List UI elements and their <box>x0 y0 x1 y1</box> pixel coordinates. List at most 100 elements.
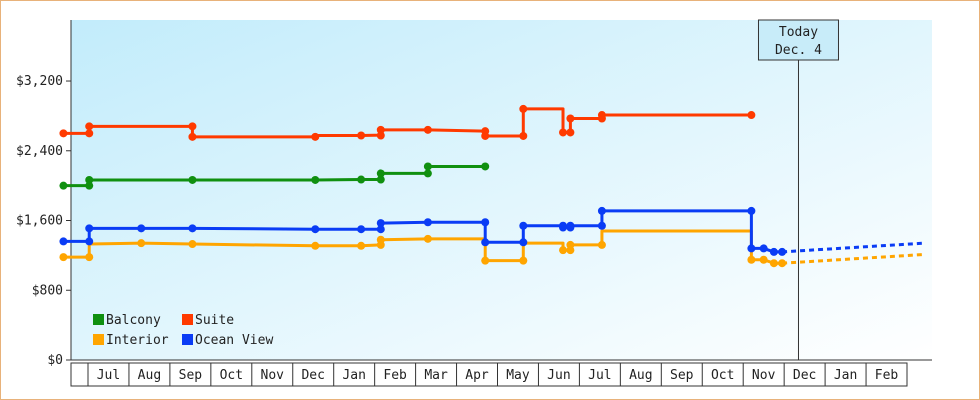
data-point-balcony <box>59 181 68 190</box>
data-point-ocean-view <box>747 206 756 215</box>
data-point-suite <box>376 125 385 134</box>
data-point-interior <box>759 255 768 264</box>
data-point-ocean-view <box>747 244 756 253</box>
data-point-interior <box>137 239 146 248</box>
series-layer <box>59 104 924 268</box>
data-point-suite <box>376 131 385 140</box>
legend-label-suite: Suite <box>195 313 234 328</box>
data-point-interior <box>519 256 528 265</box>
x-tick-label: Mar <box>424 368 448 383</box>
data-point-ocean-view <box>566 221 575 230</box>
data-point-ocean-view <box>188 224 197 233</box>
data-point-balcony <box>85 181 94 190</box>
data-point-suite <box>597 111 606 120</box>
data-point-balcony <box>376 175 385 184</box>
data-point-balcony <box>423 162 432 171</box>
data-point-ocean-view <box>559 223 568 232</box>
x-tick-label: Aug <box>138 368 161 383</box>
y-tick-label: $3,200 <box>16 74 63 89</box>
legend-swatch-balcony <box>93 314 104 325</box>
data-point-balcony <box>311 175 320 184</box>
x-tick-label: Jul <box>97 368 120 383</box>
legend-label-interior: Interior <box>106 333 169 348</box>
data-point-balcony <box>423 169 432 178</box>
x-tick-label: Sep <box>670 368 694 383</box>
data-point-balcony <box>188 175 197 184</box>
data-point-suite <box>566 128 575 137</box>
data-point-ocean-view <box>423 218 432 227</box>
data-point-interior <box>778 259 787 268</box>
data-point-ocean-view <box>376 219 385 228</box>
data-point-ocean-view <box>137 224 146 233</box>
x-tick-label: May <box>506 368 530 383</box>
x-tick-label: Jul <box>588 368 611 383</box>
x-tick-label: Jun <box>547 368 570 383</box>
data-point-ocean-view <box>519 221 528 230</box>
x-axis: Jul Aug Sep Oct Nov Dec Jan Feb Mar Apr May Jun Jul A… <box>70 359 932 387</box>
data-point-interior <box>85 253 94 262</box>
legend: Balcony Suite Interior Ocean View <box>93 313 273 348</box>
today-label: Today <box>779 25 818 40</box>
data-point-interior <box>597 240 606 249</box>
data-point-interior <box>376 235 385 244</box>
data-point-ocean-view <box>59 237 68 246</box>
y-tick-label: $1,600 <box>16 214 63 229</box>
data-point-ocean-view <box>85 237 94 246</box>
x-tick-label: Jan <box>834 368 857 383</box>
today-marker: Today Dec. 4 <box>757 19 839 360</box>
x-tick-label: Feb <box>383 368 407 383</box>
series-line-suite <box>63 107 752 139</box>
data-point-ocean-view <box>85 224 94 233</box>
data-point-ocean-view <box>769 247 778 256</box>
forecast-line-interior <box>782 253 924 265</box>
data-point-interior <box>423 234 432 243</box>
y-axis: $0 $800 $1,600 $2,400 $3,200 <box>16 20 72 368</box>
data-point-interior <box>357 241 366 250</box>
x-tick-label: Jan <box>342 368 365 383</box>
data-point-interior <box>481 256 490 265</box>
x-tick-label: Oct <box>711 368 734 383</box>
data-point-interior <box>59 253 68 262</box>
data-point-suite <box>188 122 197 131</box>
x-tick-label: Nov <box>752 368 776 383</box>
x-tick-label: Oct <box>220 368 243 383</box>
data-point-interior <box>188 240 197 249</box>
data-point-suite <box>481 131 490 140</box>
data-point-balcony <box>85 175 94 184</box>
data-point-ocean-view <box>376 225 385 234</box>
x-tick-label: Aug <box>629 368 652 383</box>
data-point-suite <box>747 111 756 120</box>
data-point-suite <box>59 129 68 138</box>
data-point-suite <box>85 122 94 131</box>
x-tick-label: Nov <box>261 368 285 383</box>
data-point-interior <box>747 255 756 264</box>
x-tick-label: Apr <box>465 368 489 383</box>
data-point-ocean-view <box>357 225 366 234</box>
data-point-interior <box>559 246 568 255</box>
today-date: Dec. 4 <box>775 43 822 58</box>
data-point-suite <box>311 132 320 141</box>
legend-swatch-ocean-view <box>182 334 193 345</box>
data-point-ocean-view <box>481 218 490 227</box>
legend-swatch-interior <box>93 334 104 345</box>
data-point-ocean-view <box>597 221 606 230</box>
data-point-suite <box>423 125 432 134</box>
y-tick-label: $2,400 <box>16 144 63 159</box>
legend-label-balcony: Balcony <box>106 313 161 328</box>
forecast-line-ocean-view <box>782 241 924 254</box>
data-point-interior <box>566 240 575 249</box>
data-point-ocean-view <box>778 247 787 256</box>
data-point-balcony <box>376 169 385 178</box>
plot-area <box>71 20 932 360</box>
y-tick-label: $0 <box>47 353 63 368</box>
data-point-suite <box>85 129 94 138</box>
data-point-balcony <box>481 162 490 171</box>
data-point-suite <box>559 128 568 137</box>
y-tick-label: $800 <box>32 283 63 298</box>
today-box <box>757 19 839 61</box>
data-point-suite <box>519 104 528 113</box>
data-point-ocean-view <box>311 225 320 234</box>
x-tick-label: Feb <box>875 368 899 383</box>
data-point-ocean-view <box>481 238 490 247</box>
